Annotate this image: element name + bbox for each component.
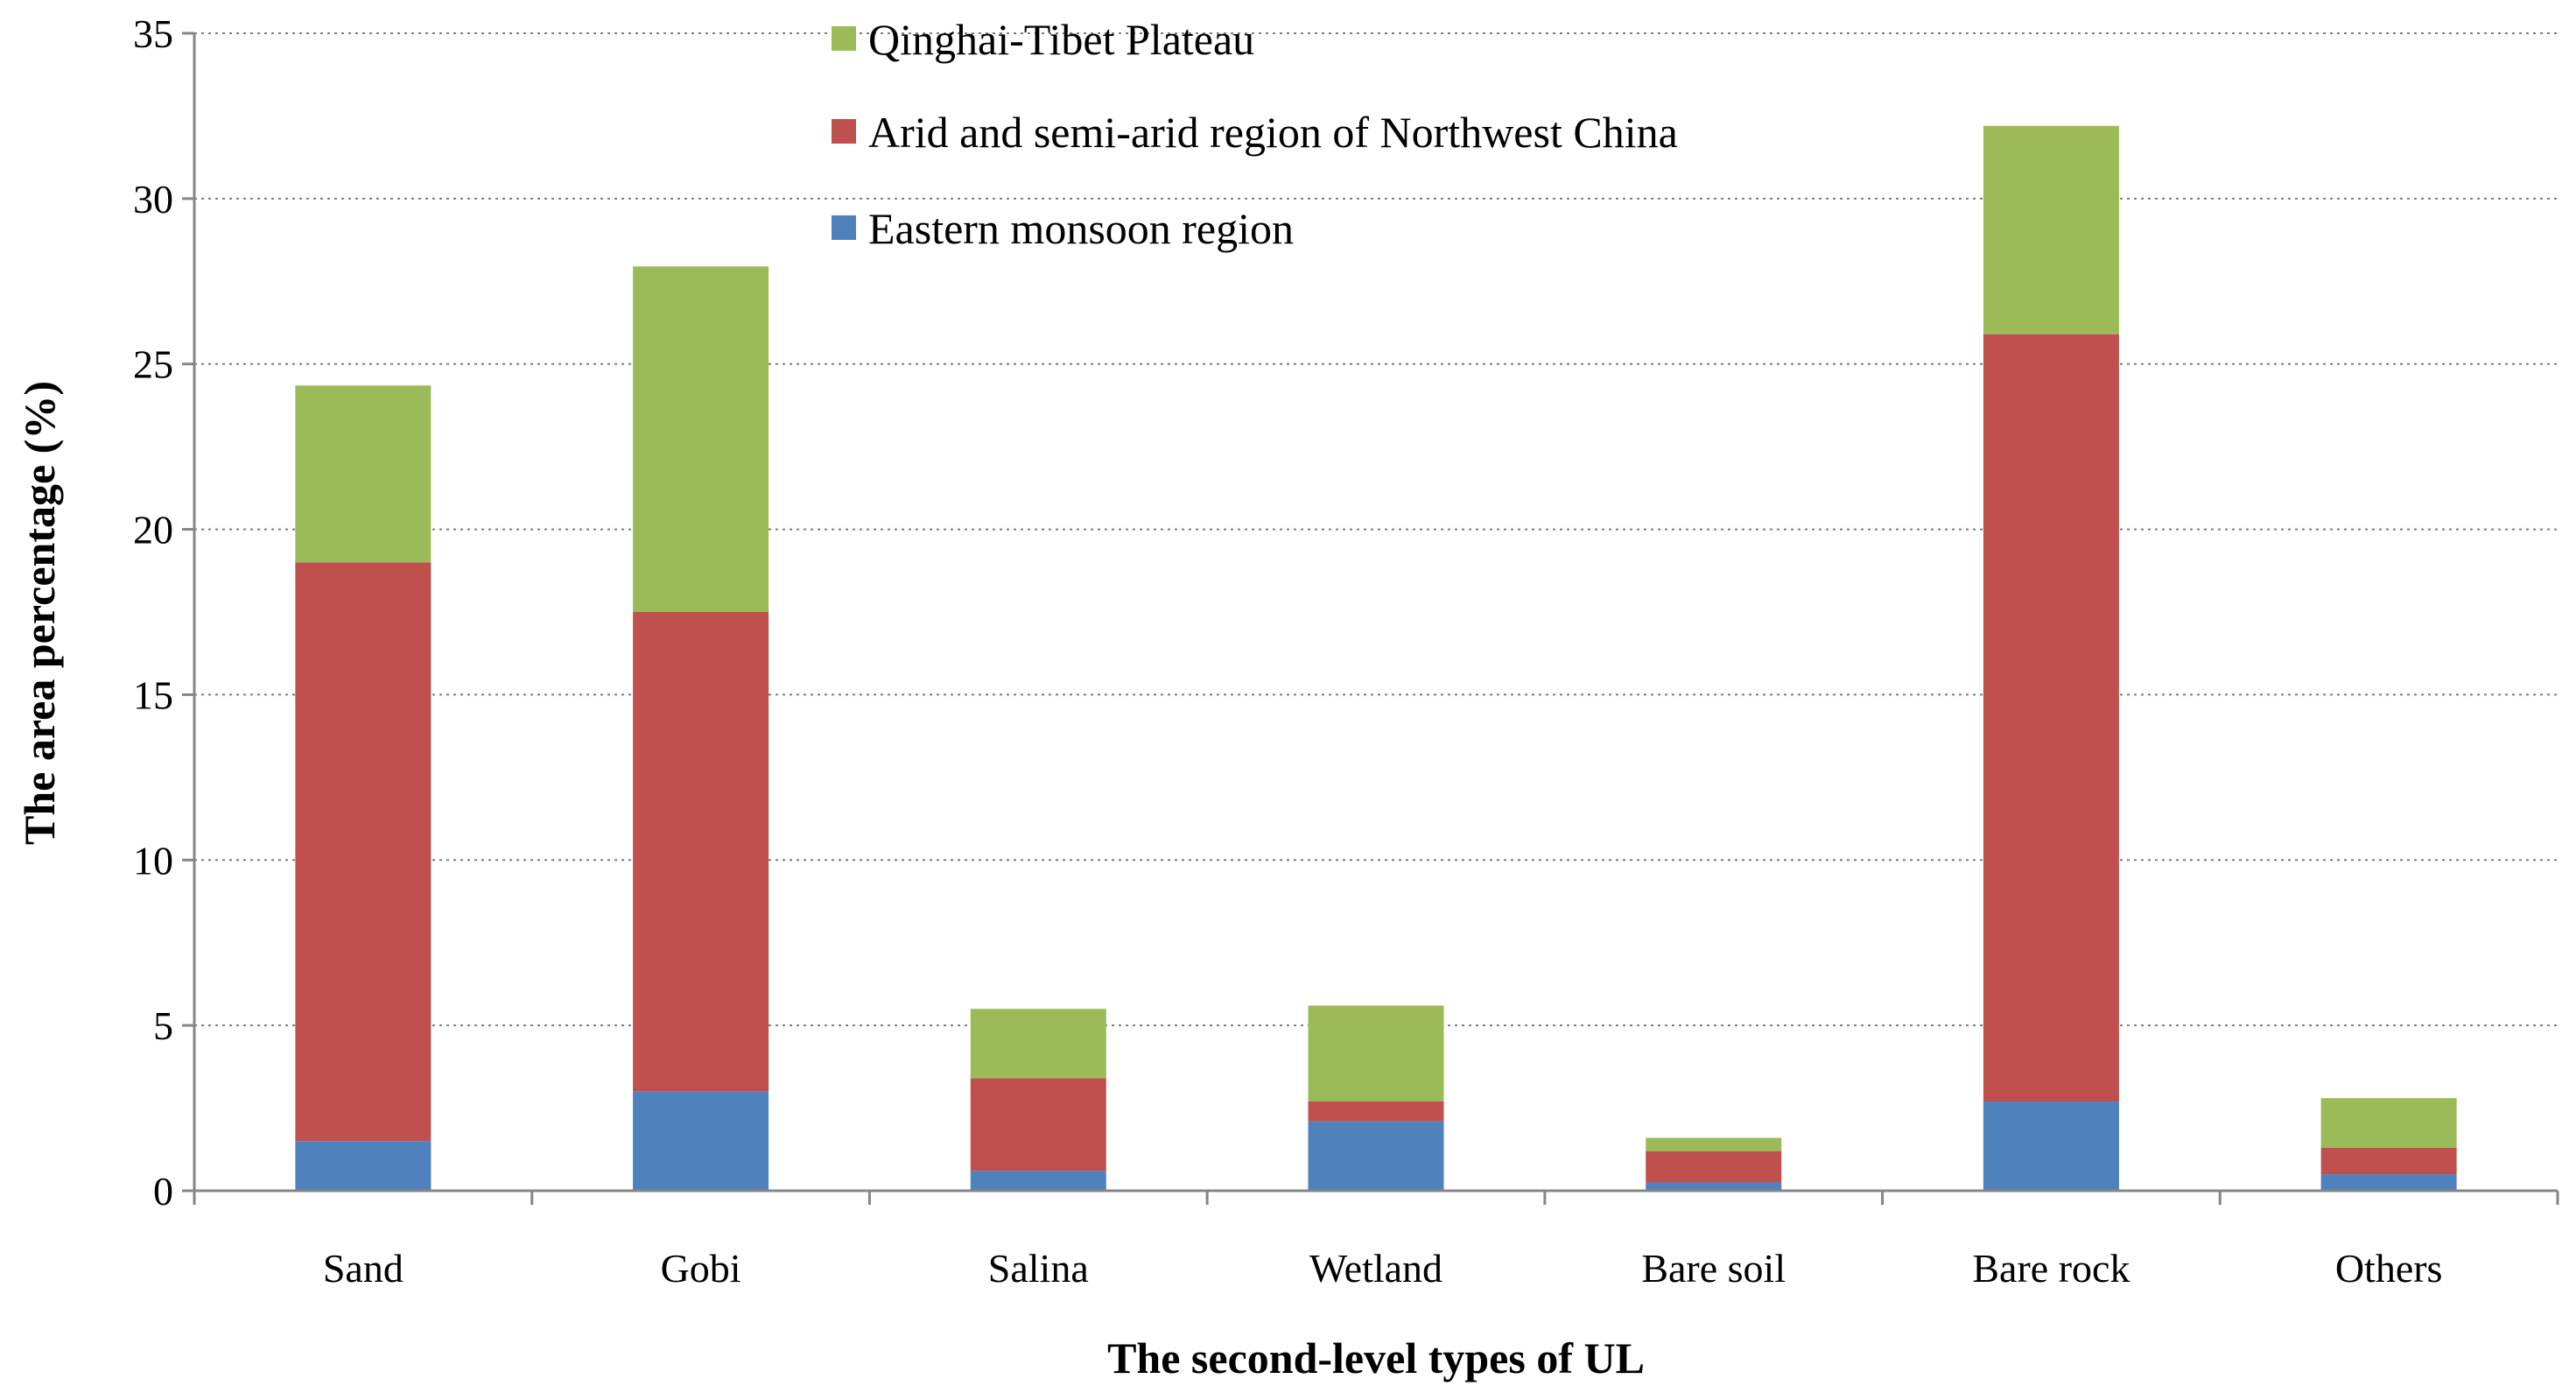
y-axis-ticks: 0 5 10 15 20 25 30 35 — [133, 11, 194, 1214]
x-tick-label: Sand — [323, 1246, 404, 1291]
bar-segment — [633, 1091, 769, 1191]
bar-segment — [295, 562, 432, 1142]
bar-segment — [1646, 1137, 1782, 1151]
y-axis-title: The area percentage (%) — [15, 381, 64, 845]
legend-swatch — [832, 215, 856, 240]
legend-label: Qinghai-Tibet Plateau — [868, 15, 1254, 64]
bar-segment — [295, 1141, 432, 1191]
bar-segment — [1983, 1101, 2119, 1191]
bar-segment — [1646, 1150, 1782, 1183]
legend-swatch — [832, 26, 856, 51]
bars — [295, 125, 2457, 1191]
x-tick-label: Others — [2335, 1246, 2443, 1291]
bar-segment — [1308, 1005, 1444, 1102]
y-tick-label: 25 — [133, 342, 173, 387]
bar-segment — [1646, 1182, 1782, 1191]
legend-label: Eastern monsoon region — [868, 204, 1294, 253]
x-tick-label: Bare soil — [1641, 1246, 1786, 1291]
x-axis-ticks: Sand Gobi Salina Wetland Bare soil Bare rock O… — [193, 1191, 2559, 1291]
bar-segment — [1983, 125, 2119, 334]
bar-segment — [2320, 1174, 2457, 1191]
x-tick-label: Bare rock — [1972, 1246, 2130, 1291]
y-tick-label: 5 — [153, 1003, 173, 1048]
bar-segment — [1983, 334, 2119, 1102]
bar-segment — [970, 1171, 1106, 1191]
x-tick-label: Wetland — [1309, 1246, 1442, 1291]
legend-label: Arid and semi-arid region of Northwest C… — [868, 108, 1678, 157]
x-axis-title: The second-level types of UL — [1107, 1333, 1645, 1382]
bar-segment — [2320, 1098, 2457, 1148]
y-tick-label: 0 — [153, 1169, 173, 1214]
bar-segment — [1308, 1121, 1444, 1191]
bar-segment — [2320, 1147, 2457, 1175]
axes — [193, 33, 2558, 1192]
legend: Qinghai-Tibet Plateau Arid and semi-arid … — [832, 15, 1678, 253]
y-tick-label: 20 — [133, 508, 173, 552]
bar-segment — [1308, 1101, 1444, 1122]
y-tick-label: 35 — [133, 11, 173, 56]
y-tick-label: 15 — [133, 672, 173, 717]
x-tick-label: Gobi — [661, 1246, 741, 1291]
bar-segment — [295, 385, 432, 563]
x-tick-label: Salina — [988, 1246, 1089, 1291]
gridlines — [194, 32, 2558, 1027]
bar-segment — [633, 266, 769, 612]
y-tick-label: 10 — [133, 838, 173, 883]
bar-segment — [970, 1009, 1106, 1079]
bar-segment — [633, 612, 769, 1092]
bar-segment — [970, 1078, 1106, 1171]
legend-swatch — [832, 119, 856, 144]
y-tick-label: 30 — [133, 177, 173, 222]
